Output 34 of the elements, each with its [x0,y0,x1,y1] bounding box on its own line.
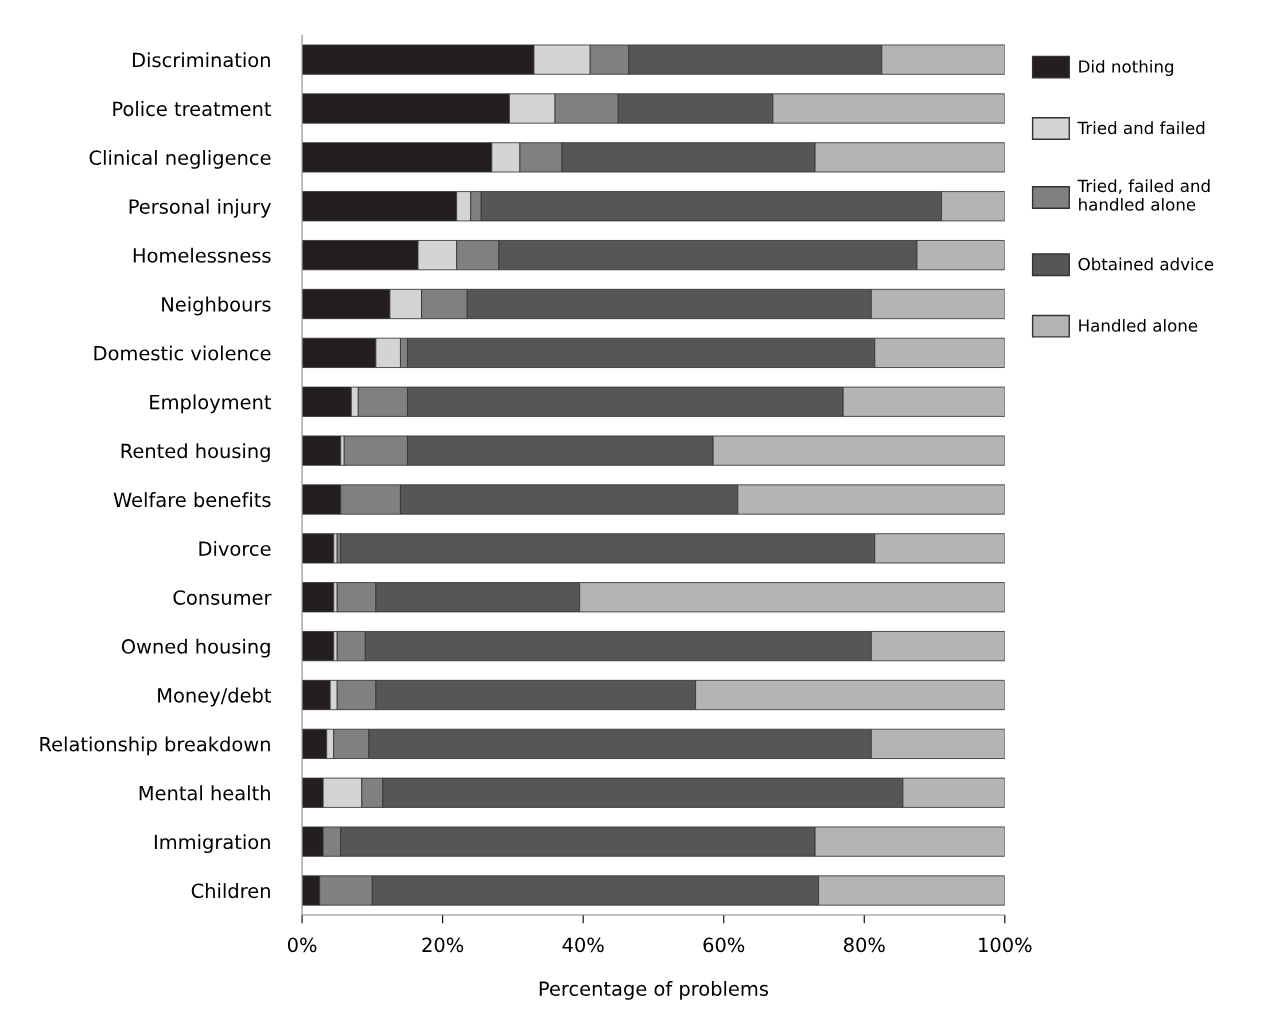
y-tick-label: Employment [150,394,272,414]
bar [302,631,335,662]
y-tick-label: Children [191,883,270,899]
y-tick-label: Neighbours [162,296,271,316]
y-tick-label: Clinical negligence [89,149,271,169]
legend-label: Tried and failed [1077,121,1205,135]
y-tick-label: Police treatment [113,101,272,117]
y-tick-label: Domestic violence [94,345,271,361]
x-tick-label: 100% [979,937,1032,953]
y-tick-label: Rented housing [121,443,270,463]
y-tick-label: Personal injury [129,198,271,218]
legend-label: Did nothing [1079,59,1174,77]
legend-label: Obtained advice [1078,257,1214,271]
y-tick-label: Divorce [199,540,271,557]
legend-label: Handled alone [1079,318,1198,332]
x-tick-label: 40% [562,937,604,953]
y-tick-label: Homelessness [133,247,271,263]
x-tick-label: 0% [287,937,317,953]
y-tick-label: Mental health [139,785,270,801]
legend-label: Tried, failed and handled alone [1077,179,1210,211]
x-axis-title: Percentage of problems [539,980,769,1000]
bar [302,582,335,613]
y-tick-label: Immigration [154,834,270,854]
y-tick-label: Owned housing [121,638,270,658]
bar [302,435,342,466]
y-tick-label: Discrimination [133,52,270,68]
bar [302,533,335,564]
x-tick-label: 60% [703,937,745,953]
x-tick-label: 20% [422,937,464,953]
y-tick-label: Relationship breakdown [40,736,270,756]
x-tick-label: 80% [843,937,885,953]
y-tick-label: Consumer [173,590,272,605]
y-tick-label: Welfare benefits [113,492,271,508]
y-tick-label: Money/debt [158,687,272,707]
